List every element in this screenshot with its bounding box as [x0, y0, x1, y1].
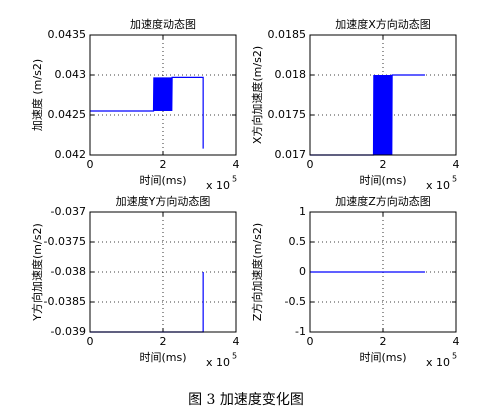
y-tick-label: -1	[295, 325, 306, 338]
y-tick-label: 0.0185	[268, 28, 307, 41]
x-scale-exponent: 5	[232, 352, 237, 361]
y-tick-label: 0.018	[275, 68, 307, 81]
x-tick-label: 2	[380, 158, 387, 171]
x-tick-label: 2	[160, 158, 167, 171]
x-tick-label: 2	[380, 335, 387, 348]
x-axis-label: 时间(ms)	[359, 351, 406, 364]
y-tick-label: 0.042	[55, 148, 87, 161]
chart-title: 加速度X方向动态图	[335, 17, 431, 31]
data-line	[90, 76, 204, 149]
x-tick-label: 0	[87, 158, 94, 171]
y-axis-label: X方向加速度(m/s2)	[250, 46, 264, 144]
chart-title: 加速度动态图	[130, 17, 196, 31]
y-tick-label: 0.0435	[48, 28, 87, 41]
x-tick-label: 4	[453, 158, 460, 171]
y-tick-label: 0.0425	[48, 108, 87, 121]
x-axis-label: 时间(ms)	[359, 174, 406, 187]
y-tick-label: -0.0385	[44, 295, 86, 308]
x-tick-label: 2	[160, 335, 167, 348]
x-scale-label: x 10	[206, 179, 230, 192]
figure-caption: 图 3 加速度变化图	[188, 392, 304, 408]
x-tick-label: 4	[233, 335, 240, 348]
y-axis-label: 加速度 (m/s2)	[30, 59, 44, 131]
x-scale-label: x 10	[426, 356, 450, 369]
axes-box	[89, 34, 237, 156]
x-scale-label: x 10	[426, 179, 450, 192]
y-tick-label: 0.043	[55, 68, 87, 81]
x-tick-label: 0	[87, 335, 94, 348]
y-tick-label: 1	[299, 205, 306, 218]
x-tick-label: 4	[233, 158, 240, 171]
chart-title: 加速度Y方向动态图	[116, 194, 211, 208]
x-tick-label: 4	[453, 335, 460, 348]
x-scale-label: x 10	[206, 356, 230, 369]
x-axis-label: 时间(ms)	[139, 174, 186, 187]
axes-box	[89, 211, 237, 333]
axes-box	[309, 34, 457, 156]
x-scale-exponent: 5	[452, 352, 457, 361]
y-axis-label: Y方向加速度(m/s2)	[30, 223, 44, 321]
chart-title: 加速度Z方向动态图	[335, 194, 431, 208]
x-tick-label: 0	[307, 335, 314, 348]
y-tick-label: 0.0175	[268, 108, 307, 121]
y-tick-label: -0.0375	[44, 235, 86, 248]
y-tick-label: 0.5	[289, 235, 307, 248]
x-axis-label: 时间(ms)	[139, 351, 186, 364]
y-tick-label: -0.5	[285, 295, 306, 308]
data-line	[310, 74, 425, 156]
y-tick-label: -0.038	[51, 265, 86, 278]
x-tick-label: 0	[307, 158, 314, 171]
y-tick-label: 0.017	[275, 148, 307, 161]
x-scale-exponent: 5	[232, 175, 237, 184]
axes-box	[309, 211, 457, 333]
y-axis-label: Z方向加速度(m/s2)	[250, 223, 264, 321]
x-scale-exponent: 5	[452, 175, 457, 184]
y-tick-label: -0.039	[51, 325, 86, 338]
y-tick-label: -0.037	[51, 205, 86, 218]
y-tick-label: 0	[299, 265, 306, 278]
